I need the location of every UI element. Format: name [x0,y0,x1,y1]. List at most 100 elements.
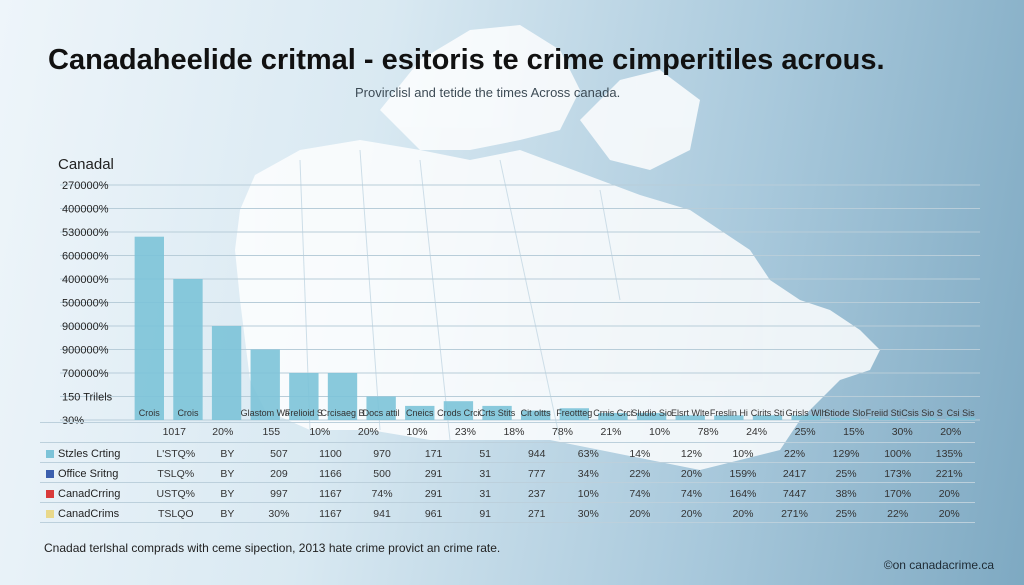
table-cell: 970 [373,448,391,460]
table-cell: 20% [629,508,651,520]
table-cell: 941 [373,508,391,520]
chart-title: Canadaheelide critmal - esitoris te crim… [48,44,885,76]
table-cell: 30% [268,508,290,520]
source-credit: ©on canadacrime.ca [883,558,994,572]
table-header-cell: 10% [406,426,428,438]
table-cell: 22% [629,468,651,480]
table-row-divider [40,442,975,443]
table-cell: 22% [784,448,806,460]
bar-label: Grisls Wlh [786,408,827,418]
table-cell: 20% [680,468,702,480]
bar [675,415,705,420]
bar-chart: 270000% 400000% 530000% 600000% 400000% 50000… [60,180,980,427]
bar-label: Glastom Wa [241,408,290,418]
table-cell: 25% [835,468,857,480]
table-cell: 51 [479,448,491,460]
y-tick-label: 400000% [62,204,109,216]
legend-swatch [46,450,54,458]
table-row-divider [40,422,975,423]
bar-label: Crcisaeg B [320,408,364,418]
bar [714,415,744,420]
bar-label: Cneics [406,408,434,418]
table-cell: 2417 [782,468,807,480]
table-header-cell: 25% [794,426,816,438]
table-cell: TSLQO [157,508,194,520]
legend-label: CanadCrring [58,488,121,500]
table-row-divider [40,502,975,503]
bar [521,410,551,420]
table-cell: 34% [577,468,599,480]
legend-swatch [46,510,54,518]
bar-label: Docs attil [363,408,400,418]
bar-label: Stiode Slo [824,408,865,418]
table-header-cell: 18% [503,426,525,438]
table-cell: 1167 [319,508,342,520]
table-cell: 135% [935,448,963,460]
table-cell: 164% [729,488,757,500]
table-cell: 38% [835,488,857,500]
table-cell: 25% [835,508,857,520]
bar-label: Frelioid S [285,408,323,418]
table-header-cell: 155 [262,426,281,438]
bar-label: Sludio Sio [631,408,672,418]
legend-label: CanadCrims [58,508,120,520]
bar [327,373,358,420]
table-header-cell: 30% [891,426,913,438]
bar-label: Crois [139,408,161,418]
bar-label: Freiid Sti [866,408,902,418]
y-axis-label: Canadal [58,156,114,173]
legend-label: Office Sritng [58,468,119,480]
table-row-divider [40,462,975,463]
table-header-cell: 10% [649,426,671,438]
table-header-cell: 23% [454,426,476,438]
table-cell: 291 [424,468,443,480]
table-cell: 221% [935,468,963,480]
table-header-cell: 78% [551,426,573,438]
table-cell: 74% [680,488,702,500]
bar-label: Crois [177,408,199,418]
table-cell: 74% [629,488,651,500]
table-cell: BY [220,468,235,480]
bar [868,417,899,420]
bar [830,417,860,420]
y-tick-label: 700000% [62,368,109,380]
table-cell: 291 [424,488,443,500]
table-cell: BY [220,488,235,500]
table-cell: 20% [938,488,960,500]
bar [443,401,474,420]
table-cell: 12% [680,448,702,460]
table-cell: 22% [887,508,909,520]
table-cell: 777 [527,468,546,480]
y-tick-label: 270000% [62,180,109,192]
table-header-cell: 20% [940,426,962,438]
table-cell: L'STQ% [156,448,196,460]
bar [636,412,667,420]
legend-label: Stzles Crting [58,448,121,460]
bar [752,415,783,420]
y-tick-label: 500000% [62,298,109,310]
bar [791,415,821,420]
bar [907,417,937,420]
table-header-cell: 24% [746,426,768,438]
table-cell: 271% [781,508,808,520]
table-cell: 944 [527,448,546,460]
table-cell: BY [220,508,235,520]
table-cell: 63% [577,448,599,460]
table-cell: 91 [479,508,491,520]
table-cell: 170% [884,488,912,500]
table-cell: 74% [371,488,393,500]
table-cell: 31 [479,488,491,500]
bar-label: Csi Sis [947,408,976,418]
y-tick-label: 530000% [62,227,109,239]
legend-swatch [46,490,54,498]
table-cell: 500 [373,468,391,480]
bar-label: Crods Crci [437,408,480,418]
table-cell: 20% [680,508,702,520]
bar [289,373,319,420]
table-cell: 237 [527,488,546,500]
y-tick-label: 900000% [62,321,109,333]
chart-subtitle: Provirclisl and tetide the times Across … [355,85,621,100]
table-header-cell: 20% [212,426,234,438]
table-cell: 271 [527,508,546,520]
bar [366,396,396,420]
